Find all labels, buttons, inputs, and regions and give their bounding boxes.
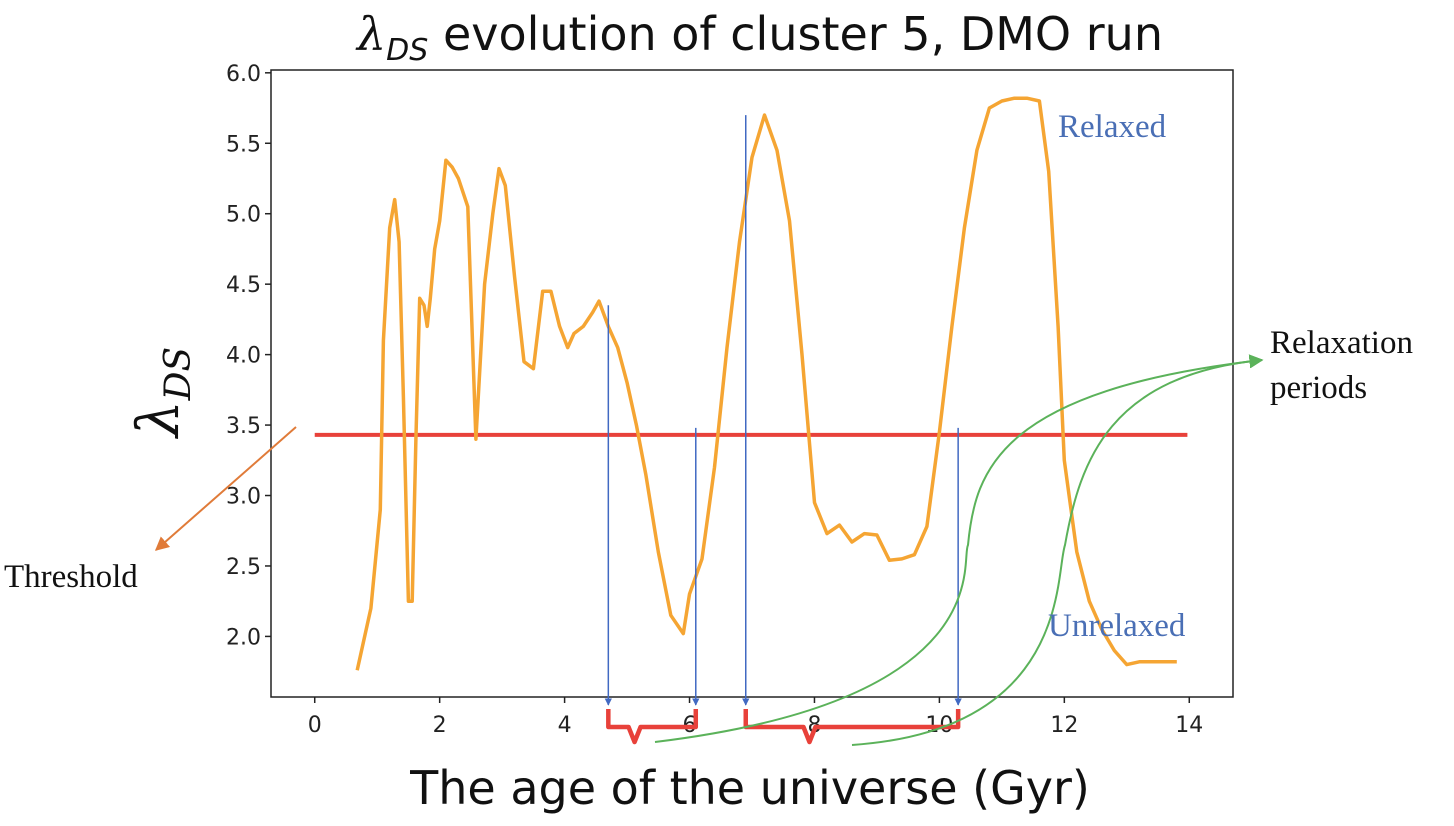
plot-frame [270, 69, 1234, 698]
relaxation-periods-line2: periods [1270, 370, 1367, 406]
y-tick-label: 6.0 [226, 62, 261, 87]
x-tick-label: 14 [1175, 713, 1203, 738]
y-tick-label: 5.0 [226, 203, 261, 228]
series-line [355, 96, 1177, 671]
title-text: evolution of cluster 5, DMO run [428, 7, 1163, 61]
title-subscript: DS [386, 33, 428, 68]
x-tick-label: 0 [308, 713, 322, 738]
y-tick-label: 2.5 [226, 555, 261, 580]
x-ticks: 0 2 4 6 8 10 12 14 [308, 697, 1203, 738]
threshold-label: Threshold [4, 559, 138, 595]
relaxation-bracket [606, 709, 699, 745]
y-tick-label: 3.0 [226, 485, 261, 510]
y-tick-label: 3.5 [226, 414, 261, 439]
y-axis-label: λDS [124, 347, 199, 439]
title-lambda: λ [355, 7, 386, 61]
ylabel-subscript: DS [158, 347, 199, 402]
y-tick-label: 4.0 [226, 344, 261, 369]
relaxation-curve-2 [851, 354, 1264, 746]
threshold-arrow [154, 426, 297, 551]
relaxed-label: Relaxed [1058, 109, 1167, 145]
relaxation-curve-1 [654, 354, 1264, 743]
ylabel-lambda: λ [124, 400, 192, 439]
x-tick-label: 12 [1050, 713, 1078, 738]
y-tick-label: 2.0 [226, 625, 261, 650]
x-tick-label: 4 [558, 713, 572, 738]
transition-markers [604, 115, 962, 706]
x-tick-label: 2 [433, 713, 447, 738]
relaxation-periods-line1: Relaxation [1270, 325, 1413, 361]
x-axis-label: The age of the universe (Gyr) [409, 761, 1090, 815]
y-tick-label: 5.5 [226, 132, 261, 157]
unrelaxed-label: Unrelaxed [1048, 608, 1186, 644]
y-tick-label: 4.5 [226, 273, 261, 298]
y-ticks: 2.0 2.5 3.0 3.5 4.0 4.5 5.0 5.5 6.0 [226, 62, 271, 650]
chart-title: λDS evolution of cluster 5, DMO run [355, 7, 1163, 68]
